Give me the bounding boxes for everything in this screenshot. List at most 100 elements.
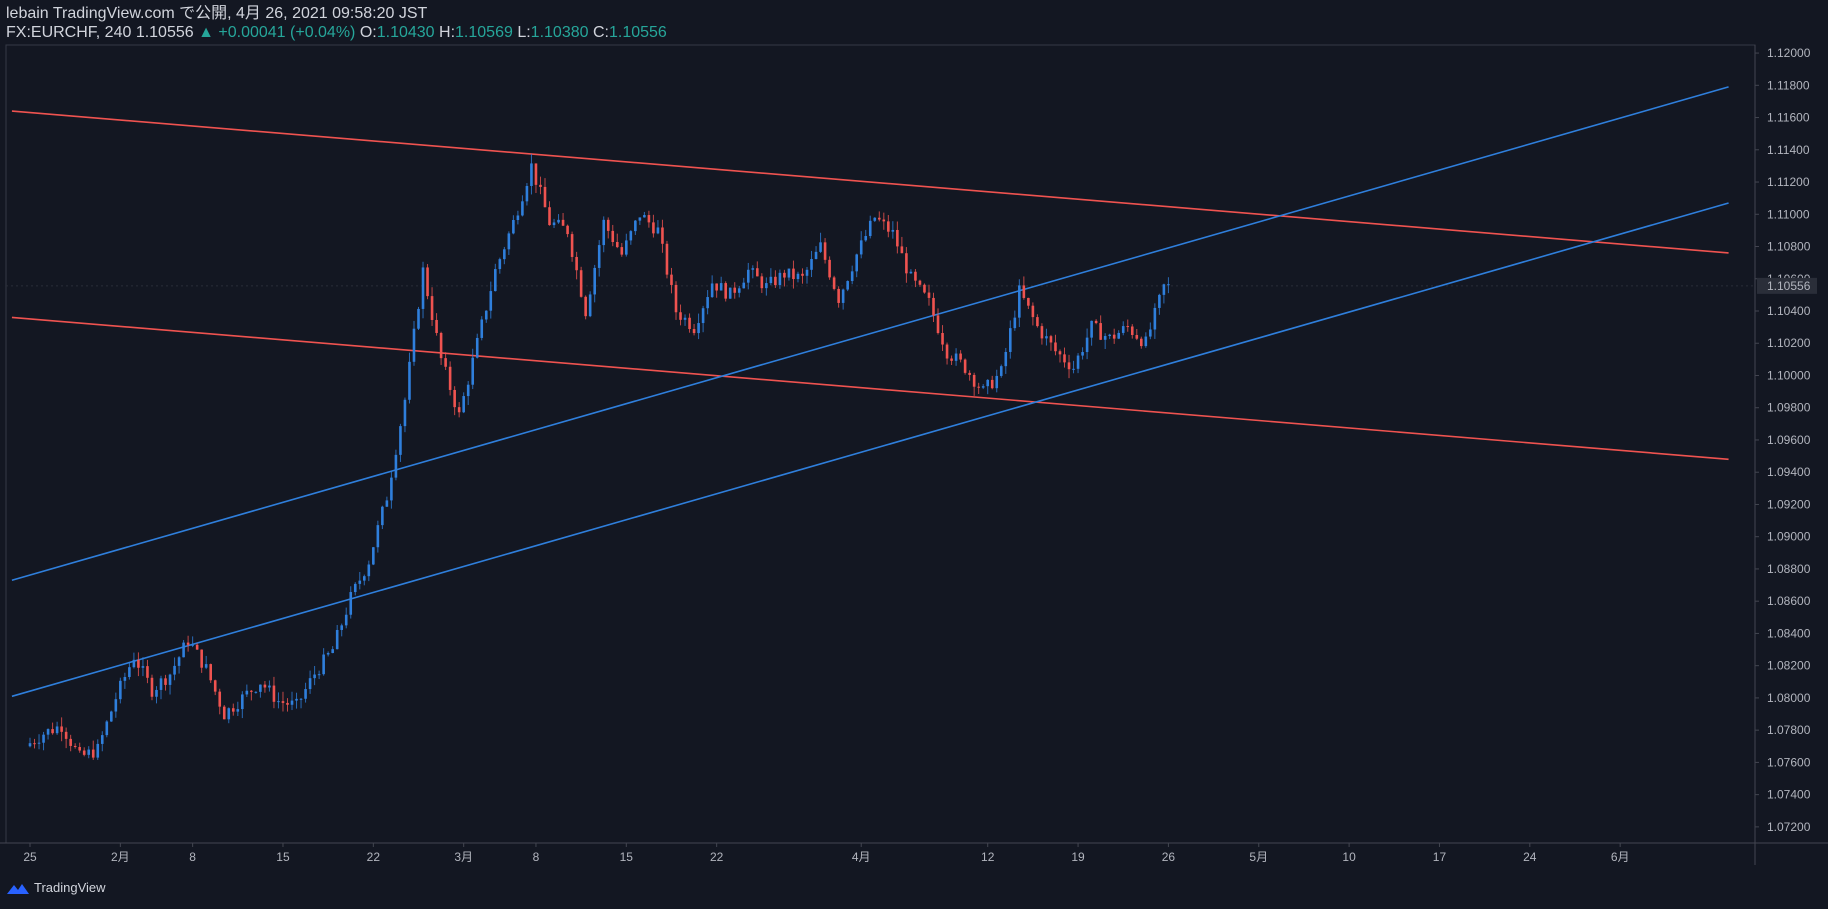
publish-info: lebain TradingView.com で公開, 4月 26, 2021 … <box>6 5 428 22</box>
ohlc-legend: FX:EURCHF, 240 1.10556 ▲ +0.00041 (+0.04… <box>6 23 667 42</box>
candle-body <box>995 375 999 389</box>
candle-body <box>814 251 818 260</box>
candle-body <box>335 629 339 650</box>
candle-body <box>353 583 357 593</box>
grid <box>5 44 1756 844</box>
candle-body <box>950 358 953 361</box>
candle-body <box>444 358 447 367</box>
candle-body <box>647 215 651 223</box>
candle-body <box>665 243 669 275</box>
candle-body <box>634 220 637 232</box>
candle-body <box>236 709 240 712</box>
trendline[interactable] <box>11 86 1729 581</box>
candle-body <box>1130 326 1134 336</box>
y-tick-label: 1.09200 <box>1767 497 1811 511</box>
candle-body <box>1018 285 1021 318</box>
candle-body <box>489 291 493 311</box>
chart-legend: lebain TradingView.com で公開, 4月 26, 2021 … <box>6 4 667 42</box>
candle-body <box>593 267 596 295</box>
candle-body <box>385 500 389 507</box>
candle-body <box>1153 307 1157 330</box>
axes[interactable]: 1.12000 1.11800 1.11600 1.11400 1.11200 1.110… <box>0 45 1828 865</box>
candle-body <box>765 283 768 289</box>
candle-body <box>412 328 416 362</box>
y-tick-label: 1.07200 <box>1767 820 1811 834</box>
candle-body <box>213 680 217 692</box>
y-tick-label: 1.09400 <box>1767 465 1811 479</box>
candle-body <box>611 230 615 243</box>
candle-body <box>1063 354 1066 363</box>
candle-body <box>173 665 176 675</box>
candle-body <box>322 654 325 675</box>
candle-body <box>277 701 280 703</box>
candle-body <box>33 743 36 745</box>
y-tick-label: 1.10800 <box>1767 240 1811 254</box>
candle-body <box>683 317 687 320</box>
y-tick-label: 1.12000 <box>1767 46 1811 60</box>
y-tick-label: 1.08800 <box>1767 562 1811 576</box>
candle-body <box>195 644 199 650</box>
candle-body <box>837 288 840 303</box>
candle-body <box>182 642 185 658</box>
candle-body <box>557 219 560 223</box>
candle-body <box>891 229 895 232</box>
candle-body <box>981 386 985 388</box>
x-tick-label: 4月 <box>852 850 871 864</box>
candle-body <box>1167 284 1170 286</box>
candle-body <box>769 276 773 284</box>
candle-body <box>877 217 881 220</box>
candle-body <box>778 272 782 286</box>
candle-body <box>674 284 678 313</box>
candle-body <box>439 332 443 359</box>
high-label: H: <box>439 24 456 41</box>
x-tick-label: 8 <box>189 850 196 864</box>
candle-body <box>159 678 163 690</box>
candle-body <box>525 185 529 202</box>
candle-body <box>245 690 249 695</box>
candle-body <box>164 678 167 685</box>
candle-body <box>313 674 316 679</box>
y-tick-label: 1.08000 <box>1767 691 1811 705</box>
candle-body <box>756 268 759 277</box>
low-label: L: <box>517 24 531 41</box>
trendlines[interactable] <box>11 86 1729 698</box>
candle-body <box>430 296 434 320</box>
candle-body <box>1081 352 1084 356</box>
candle-body <box>534 163 538 185</box>
candle-body <box>990 379 994 389</box>
y-tick-label: 1.08200 <box>1767 659 1811 673</box>
candle-body <box>46 729 50 735</box>
candle-body <box>272 685 276 702</box>
candle-body <box>846 281 849 290</box>
candle-body <box>905 253 908 274</box>
plot-frame <box>5 44 1756 844</box>
candle-body <box>1099 323 1102 340</box>
candle-body <box>561 219 565 226</box>
candle-body <box>408 361 411 400</box>
candle-body <box>28 743 32 747</box>
candle-body <box>132 659 136 668</box>
candle-body <box>421 267 425 309</box>
candle-body <box>1121 326 1125 333</box>
candle-body <box>972 374 976 387</box>
candle-body <box>1108 334 1111 337</box>
x-tick-label: 5月 <box>1249 850 1268 864</box>
trendline[interactable] <box>11 110 1729 254</box>
candle-body <box>512 219 515 234</box>
trendline[interactable] <box>11 316 1729 461</box>
candle-body <box>186 642 190 645</box>
candle-body <box>638 217 642 221</box>
candle-body <box>218 691 222 707</box>
candle-body <box>1085 337 1089 353</box>
candle-body <box>629 231 633 241</box>
candle-body <box>1027 297 1030 306</box>
candle-body <box>177 657 181 666</box>
candle-body <box>155 689 158 697</box>
candle-body <box>801 273 804 276</box>
x-tick-label: 2月 <box>111 850 130 864</box>
trendline[interactable] <box>11 202 1729 698</box>
candle-body <box>64 731 68 739</box>
candle-body <box>1008 328 1012 352</box>
candle-body <box>227 708 231 720</box>
